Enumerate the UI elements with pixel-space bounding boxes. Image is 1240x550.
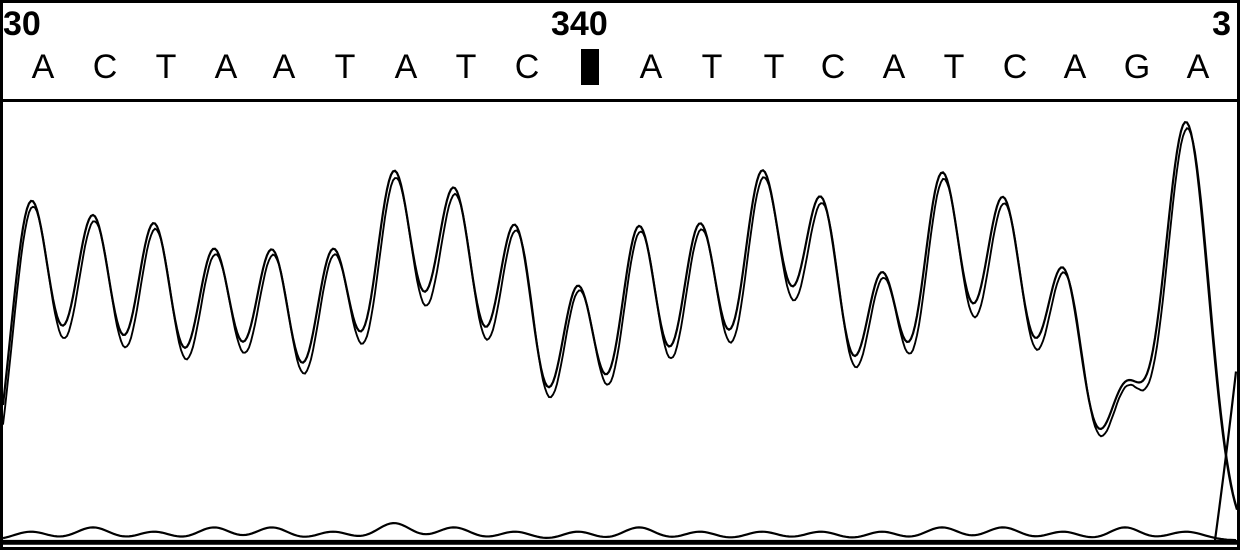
chromatogram-window: 30 340 3 ACTAATATCATTCATCAGA: [0, 0, 1240, 550]
base-13: C: [821, 48, 846, 87]
base-7: T: [456, 48, 477, 87]
sequence-cursor[interactable]: [581, 49, 599, 85]
noise-trace: [3, 523, 1236, 540]
base-11: T: [702, 48, 723, 87]
chromatogram-svg: [3, 102, 1237, 547]
base-6: A: [395, 48, 418, 87]
base-16: C: [1003, 48, 1028, 87]
base-3: A: [215, 48, 238, 87]
sequence-row: ACTAATATCATTCATCAGA: [15, 45, 1225, 89]
base-8: C: [515, 48, 540, 87]
position-label-330: 30: [3, 5, 41, 44]
chromatogram-plot[interactable]: [3, 99, 1237, 547]
position-ruler: 30 340 3: [3, 5, 1237, 43]
base-10: A: [640, 48, 663, 87]
base-17: A: [1064, 48, 1087, 87]
base-12: T: [764, 48, 785, 87]
base-19: A: [1187, 48, 1210, 87]
main-trace: [3, 122, 1237, 510]
position-label-340: 340: [551, 5, 608, 44]
base-14: A: [883, 48, 906, 87]
base-5: T: [335, 48, 356, 87]
base-2: T: [156, 48, 177, 87]
base-1: C: [93, 48, 118, 87]
position-label-right: 3: [1212, 5, 1231, 44]
base-0: A: [32, 48, 55, 87]
base-4: A: [273, 48, 296, 87]
base-18: G: [1124, 48, 1150, 87]
base-15: T: [944, 48, 965, 87]
